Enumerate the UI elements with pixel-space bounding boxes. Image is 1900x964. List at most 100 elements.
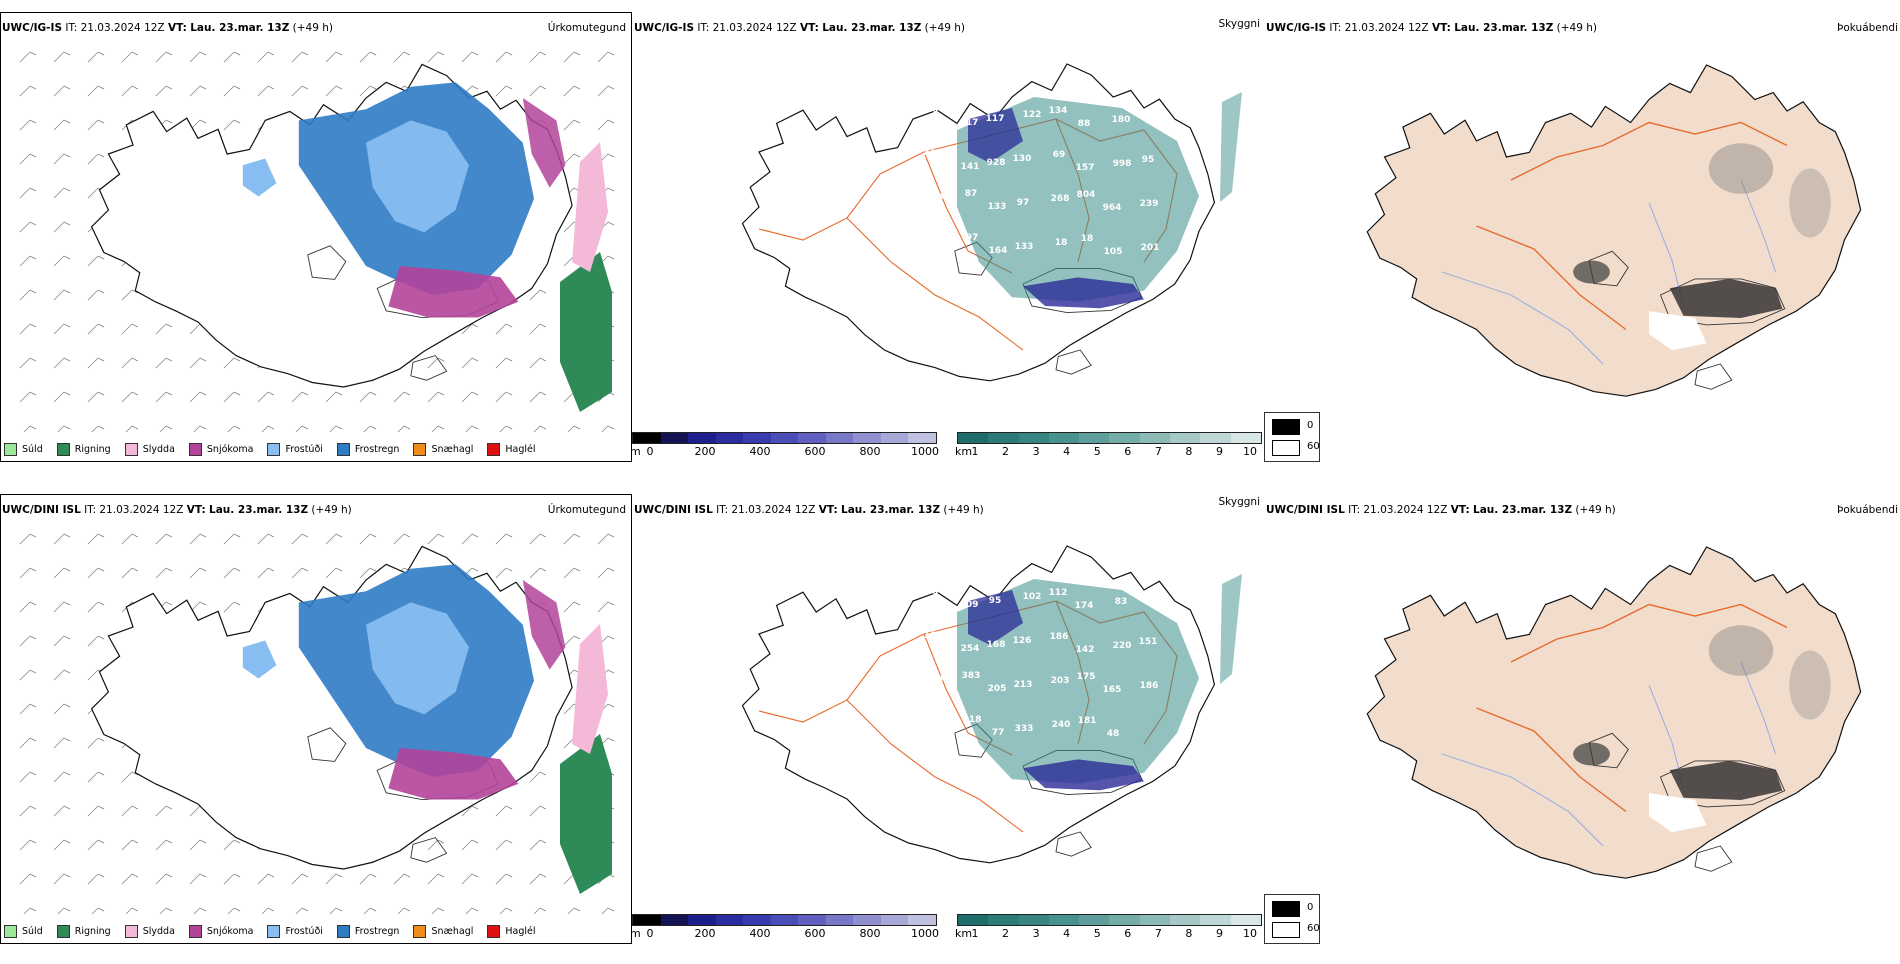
- colorbar-step: [1200, 915, 1231, 925]
- wind-barb: [529, 771, 547, 783]
- wind-barb: [53, 357, 71, 369]
- legend-swatch: [487, 925, 501, 938]
- colorbar-tick-label: 0: [646, 927, 654, 940]
- colorbar-step: [853, 433, 881, 443]
- fog-dark-label: 0: [1307, 420, 1314, 431]
- wind-barb: [465, 425, 479, 432]
- legend-label: Frostregn: [354, 444, 400, 455]
- precip-legend: Súld Rigning Slydda Snjókoma Frostúði Frostre…: [4, 925, 536, 938]
- colorbar-tick-label: 1: [971, 445, 979, 458]
- vt-label: VT:: [799, 22, 819, 34]
- cloud-base-label: 102: [1023, 592, 1042, 602]
- wind-barb: [53, 703, 71, 715]
- cloud-base-label: 268: [1051, 194, 1070, 204]
- panel-header: UWC/DINI ISL IT: 21.03.2024 12Z VT: Lau.…: [634, 504, 984, 516]
- snow-area: [522, 580, 566, 670]
- vt-label: VT:: [818, 504, 838, 516]
- wind-barb: [563, 635, 581, 647]
- fog-index-panel: UWC/IG-IS IT: 21.03.2024 12Z VT: Lau. 23…: [1264, 12, 1900, 462]
- cloud-base-label: 10: [930, 281, 943, 291]
- wind-barb: [223, 873, 241, 885]
- colorbar-unit: km: [955, 927, 973, 940]
- cloud-base-label: 928: [987, 158, 1006, 168]
- cloud-base-label: 78: [926, 587, 939, 597]
- wind-barb: [87, 533, 105, 545]
- colorbar-tick-label: 10: [1243, 927, 1257, 940]
- vt-label: VT:: [167, 22, 187, 34]
- colorbar-step: [1230, 433, 1261, 443]
- wind-barb: [53, 119, 71, 131]
- wind-barb: [121, 805, 139, 817]
- road-network: [1476, 121, 1788, 331]
- legend-item: Haglél: [487, 443, 536, 456]
- it-label: IT:: [65, 22, 78, 34]
- wind-barb: [597, 601, 615, 613]
- precip-map: [19, 51, 615, 432]
- fog-area: [1573, 742, 1610, 766]
- colorbar-tick-label: 200: [694, 445, 716, 458]
- cloud-base-label: 151: [1139, 637, 1158, 647]
- low-cloud-area: [1023, 277, 1144, 309]
- colorbar-step: [825, 433, 854, 443]
- legend-item: Súld: [4, 443, 43, 456]
- colorbar-ticks: 1 2 3 4 5 6 7 8 9 10: [957, 926, 1262, 940]
- precip-type-panel: UWC/DINI ISL IT: 21.03.2024 12Z VT: Lau.…: [0, 494, 632, 944]
- colorbar-step: [880, 915, 909, 925]
- wind-barb: [359, 391, 377, 403]
- visibility-panel: UWC/IG-IS IT: 21.03.2024 12Z VT: Lau. 23…: [630, 12, 1264, 462]
- legend-swatch: [487, 443, 501, 456]
- wind-barb: [19, 391, 37, 403]
- panel-header: UWC/IG-IS IT: 21.03.2024 12Z VT: Lau. 23…: [1266, 22, 1597, 34]
- glacier-outline: [1055, 831, 1092, 857]
- cloud-base-label: 18: [1081, 234, 1094, 244]
- cloud-base-label: 141: [961, 162, 980, 172]
- wind-barb: [19, 771, 37, 783]
- no-fog-area: [1649, 793, 1707, 833]
- colorbar-step: [660, 433, 689, 443]
- lead-time: (+49 h): [1575, 504, 1616, 516]
- cloud-base-label: 18: [1055, 238, 1068, 248]
- cloud-base-label: 134: [1049, 106, 1068, 116]
- freezing-drizzle-area: [242, 640, 277, 679]
- wind-barb: [87, 289, 105, 301]
- wind-barb: [87, 153, 105, 165]
- wind-barb: [257, 391, 275, 403]
- cloud-base-label: 117: [986, 114, 1005, 124]
- cloud-base-label: 164: [989, 246, 1008, 256]
- snow-area: [522, 98, 566, 188]
- wind-barb: [87, 357, 105, 369]
- colorbar-step: [1079, 433, 1110, 443]
- glacier-outline: [307, 245, 347, 280]
- panel-title: Úrkomutegund: [547, 22, 626, 34]
- wind-barb: [155, 391, 173, 403]
- lead-time: (+49 h): [943, 504, 984, 516]
- model-name: UWC/IG-IS: [2, 22, 63, 34]
- wind-barb: [189, 119, 207, 131]
- cloud-base-label: 463: [924, 149, 943, 159]
- cloud-base-label: 220: [1113, 641, 1132, 651]
- wind-barb: [87, 323, 105, 335]
- forecast-row-igis: UWC/IG-IS IT: 21.03.2024 12Z VT: Lau. 23…: [0, 12, 1900, 482]
- model-name: UWC/DINI ISL: [634, 504, 713, 516]
- wind-barb: [363, 907, 377, 914]
- vt-value: Lau. 23.mar. 13Z: [841, 504, 941, 516]
- legend-swatch: [267, 443, 281, 456]
- wind-barb: [155, 323, 173, 335]
- wind-barb: [53, 771, 71, 783]
- wind-barb: [533, 907, 547, 914]
- cloud-base-label: 118: [963, 715, 982, 725]
- wind-barb: [393, 873, 411, 885]
- panel-header: UWC/DINI ISL IT: 21.03.2024 12Z VT: Lau.…: [1266, 504, 1616, 516]
- wind-barb: [567, 425, 581, 432]
- wind-barb: [363, 425, 377, 432]
- wind-barb: [223, 533, 241, 545]
- wind-barb: [159, 425, 173, 432]
- wind-barb: [87, 805, 105, 817]
- colorbar-step: [688, 433, 716, 443]
- glacier-outline: [1055, 349, 1092, 375]
- fog-legend: 0 60: [1264, 894, 1320, 944]
- cloud-base-label: 186: [1050, 632, 1069, 642]
- colorbar-step: [908, 433, 937, 443]
- wind-barb: [53, 567, 71, 579]
- fog-dark-label: 0: [1307, 902, 1314, 913]
